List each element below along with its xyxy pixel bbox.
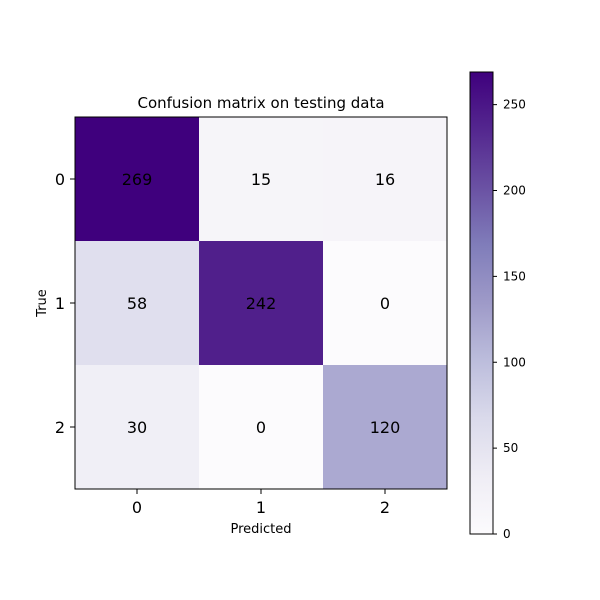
- heatmap-cell-2-0: [75, 365, 200, 490]
- cell-value-label-0-1: 15: [251, 170, 271, 189]
- x-axis-label: Predicted: [230, 522, 291, 537]
- colorbar: [469, 71, 494, 535]
- colorbar-tick-label: 50: [503, 441, 518, 455]
- heatmap-cell-1-2: [323, 241, 448, 366]
- cell-value-label-2-0: 30: [127, 418, 147, 437]
- colorbar-ticks: 0 50 100 150 200 250: [493, 98, 526, 541]
- colorbar-tick-label: 0: [503, 527, 511, 541]
- heatmap-cell-2-2: [323, 365, 448, 490]
- chart-title: Confusion matrix on testing data: [137, 94, 384, 112]
- heatmap-cell-0-0: [75, 117, 200, 242]
- y-tick-label: 2: [55, 418, 65, 437]
- cell-value-label-0-0: 269: [122, 170, 153, 189]
- colorbar-tick-label: 250: [503, 98, 526, 112]
- heatmap-cell-1-1: [199, 241, 324, 366]
- cell-value-label-2-1: 0: [256, 418, 266, 437]
- x-axis-ticks: 0 1 2: [132, 489, 390, 517]
- y-tick-label: 0: [55, 170, 65, 189]
- heatmap-cell-1-0: [75, 241, 200, 366]
- cell-value-label-1-2: 0: [380, 294, 390, 313]
- cell-value-label-1-1: 242: [246, 294, 277, 313]
- heatmap-cell-0-2: [323, 117, 448, 242]
- y-axis-ticks: 0 1 2: [55, 170, 75, 437]
- heatmap-cells: 269 15 16 58 242 0 30 0 120: [75, 117, 448, 490]
- y-tick-label: 1: [55, 294, 65, 313]
- y-axis-label: True: [35, 289, 50, 318]
- x-tick-label: 0: [132, 498, 142, 517]
- cell-value-label-2-2: 120: [370, 418, 401, 437]
- x-tick-label: 2: [380, 498, 390, 517]
- colorbar-tick-label: 150: [503, 269, 526, 283]
- colorbar-tick-label: 200: [503, 184, 526, 198]
- heatmap-cell-0-1: [199, 117, 324, 242]
- heatmap-cell-2-1: [199, 365, 324, 490]
- colorbar-tick-label: 100: [503, 355, 526, 369]
- cell-value-label-1-0: 58: [127, 294, 147, 313]
- cell-value-label-0-2: 16: [375, 170, 395, 189]
- x-tick-label: 1: [256, 498, 266, 517]
